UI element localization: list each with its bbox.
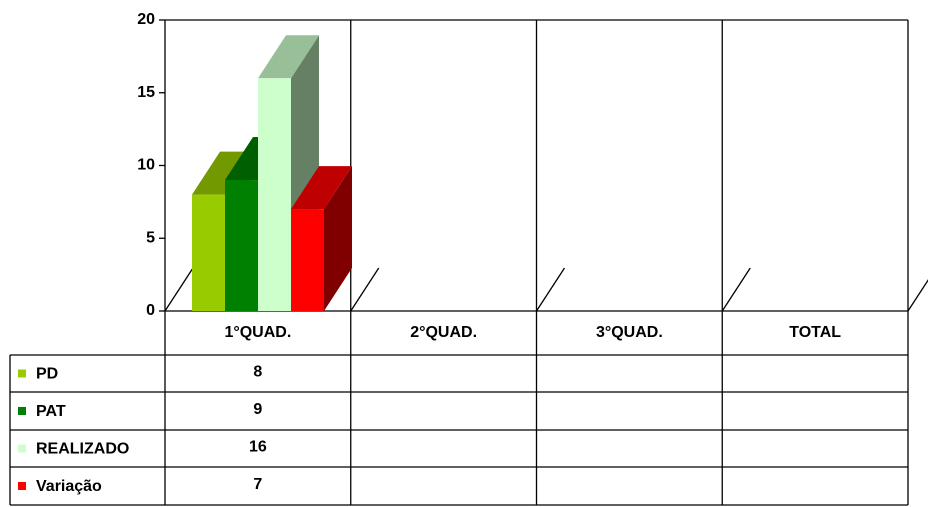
data-label: 16 (249, 439, 267, 456)
bar (192, 194, 225, 311)
bar (291, 209, 324, 311)
y-tick-label: 0 (146, 302, 155, 319)
floor-edge (164, 267, 194, 312)
data-label: 9 (253, 401, 262, 418)
legend-swatch (18, 369, 26, 378)
legend-label: REALIZADO (36, 441, 129, 458)
floor-edge (350, 267, 380, 312)
y-tick-label: 10 (137, 157, 155, 174)
floor-edge (535, 267, 566, 312)
x-tick-label: TOTAL (789, 324, 841, 341)
x-tick-label: 2°QUAD. (410, 324, 477, 341)
legend-label: PAT (36, 403, 66, 420)
legend-swatch (18, 482, 26, 490)
y-tick-label: 5 (146, 229, 155, 246)
bar (225, 180, 258, 311)
legend-label: Variação (36, 478, 102, 495)
floor-edge (907, 279, 928, 312)
y-tick-label: 15 (137, 84, 155, 101)
legend-swatch (18, 407, 26, 415)
bar-side (324, 166, 352, 311)
data-label: 7 (253, 476, 262, 493)
legend-label: PD (36, 366, 58, 383)
x-tick-label: 3°QUAD. (596, 324, 663, 341)
floor-edge (721, 267, 751, 312)
x-tick-label: 1°QUAD. (224, 324, 291, 341)
bar (258, 78, 291, 311)
y-tick-label: 20 (137, 11, 155, 28)
bar-top (291, 166, 352, 210)
legend-swatch (18, 444, 26, 453)
data-label: 8 (253, 364, 262, 381)
bar-top (258, 35, 319, 79)
